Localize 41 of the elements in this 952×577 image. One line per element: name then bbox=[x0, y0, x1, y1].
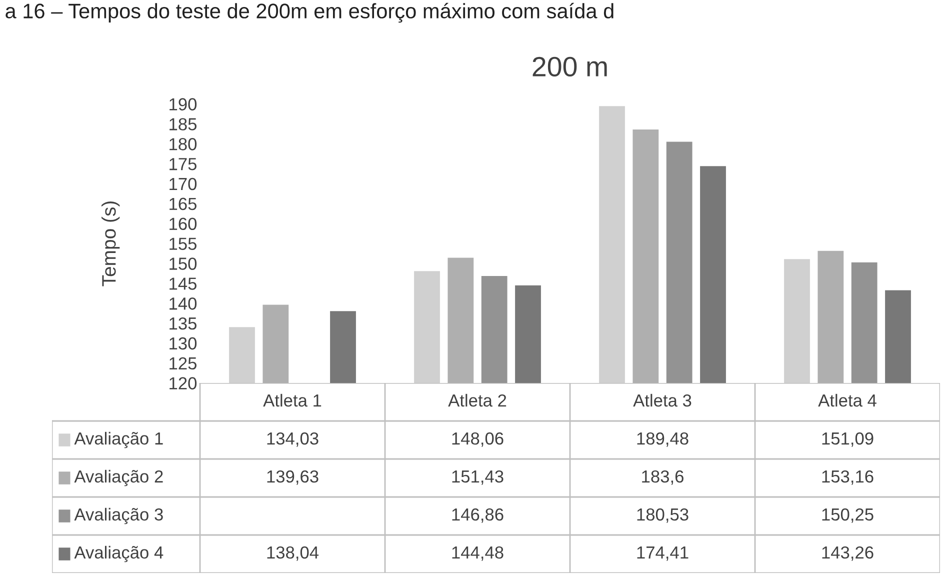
y-tick-label: 170 bbox=[170, 178, 197, 190]
text: a 16 – Tempos do teste de 200m em esforço máximo com saída d bbox=[6, 2, 614, 23]
data-label: 144,48 bbox=[452, 546, 504, 561]
data-label: 151,43 bbox=[452, 470, 504, 485]
data-label: 183,6 bbox=[642, 470, 684, 485]
legend-label: Avaliação 3 bbox=[74, 508, 163, 524]
data-label: 139,63 bbox=[267, 470, 318, 485]
x-tick-label: Atleta 2 bbox=[448, 394, 506, 407]
y-tick-label: 165 bbox=[170, 198, 196, 210]
data-label: 174,41 bbox=[637, 546, 688, 561]
data-label: 148,06 bbox=[452, 432, 504, 447]
data-label: 153,16 bbox=[822, 470, 874, 485]
data-label: 150,25 bbox=[822, 508, 874, 523]
y-tick-label: 180 bbox=[170, 138, 197, 150]
y-tick-label: 185 bbox=[170, 118, 196, 130]
data-label: 138,04 bbox=[267, 546, 319, 561]
data-label: 146,86 bbox=[452, 508, 504, 523]
y-tick-label: 155 bbox=[170, 238, 196, 250]
x-tick-label: Atleta 1 bbox=[263, 394, 322, 407]
y-tick-label: 130 bbox=[170, 337, 197, 350]
data-label: 151,09 bbox=[822, 432, 874, 447]
y-tick-label: 175 bbox=[170, 158, 196, 170]
y-tick-label: 160 bbox=[170, 218, 197, 230]
data-label: 180,53 bbox=[637, 508, 688, 523]
y-tick-label: 190 bbox=[170, 98, 197, 110]
data-label: 189,48 bbox=[637, 432, 688, 447]
data-label: 143,26 bbox=[822, 546, 874, 561]
data-label: 134,03 bbox=[267, 432, 318, 447]
x-tick-label: Atleta 3 bbox=[633, 394, 692, 407]
legend-label: Avaliação 2 bbox=[74, 470, 163, 486]
y-axis-title: Tempo (s) bbox=[102, 201, 120, 286]
y-tick-label: 145 bbox=[170, 278, 196, 290]
y-tick-label: 140 bbox=[170, 297, 197, 310]
x-tick-label: Atleta 4 bbox=[818, 394, 876, 407]
legend-label: Avaliação 4 bbox=[74, 546, 164, 562]
y-tick-label: 135 bbox=[170, 317, 196, 330]
y-tick-label: 125 bbox=[170, 357, 196, 370]
y-tick-label: 120 bbox=[170, 377, 197, 390]
y-tick-label: 150 bbox=[170, 258, 197, 270]
chart-title: 200 m bbox=[532, 56, 607, 76]
legend-label: Avaliação 1 bbox=[74, 432, 163, 448]
